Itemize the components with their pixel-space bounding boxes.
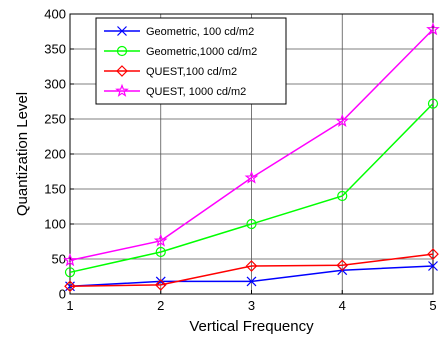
x-tick-label: 2 bbox=[157, 298, 164, 313]
x-tick-label: 1 bbox=[66, 298, 73, 313]
y-tick-label: 0 bbox=[59, 287, 66, 302]
y-tick-label: 50 bbox=[52, 252, 66, 267]
y-tick-label: 250 bbox=[44, 112, 66, 127]
y-tick-label: 300 bbox=[44, 77, 66, 92]
x-tick-label: 3 bbox=[248, 298, 255, 313]
legend-label: QUEST, 1000 cd/m2 bbox=[146, 86, 246, 98]
x-tick-label: 5 bbox=[429, 298, 436, 313]
y-tick-label: 400 bbox=[44, 7, 66, 22]
y-tick-label: 150 bbox=[44, 182, 66, 197]
legend-label: Geometric,1000 cd/m2 bbox=[146, 46, 257, 58]
legend: Geometric, 100 cd/m2 Geometric,1000 cd/m2… bbox=[96, 18, 286, 104]
y-axis-label: Quantization Level bbox=[14, 92, 31, 216]
y-tick-label: 100 bbox=[44, 217, 66, 232]
legend-label: QUEST,100 cd/m2 bbox=[146, 66, 237, 78]
x-tick-label: 4 bbox=[339, 298, 346, 313]
x-axis-label: Vertical Frequency bbox=[189, 318, 314, 335]
y-tick-label: 200 bbox=[44, 147, 66, 162]
y-tick-label: 350 bbox=[44, 42, 66, 57]
legend-label: Geometric, 100 cd/m2 bbox=[146, 26, 254, 38]
